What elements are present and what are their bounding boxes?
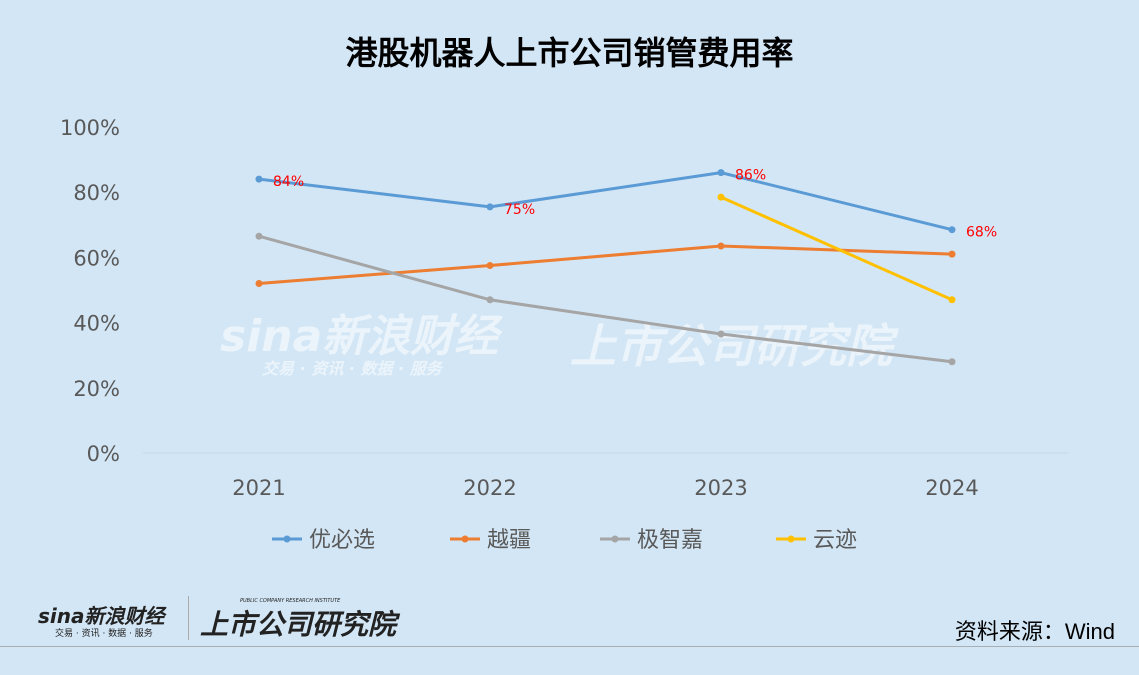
legend-label: 优必选 bbox=[309, 528, 375, 553]
series-line-0 bbox=[258, 171, 953, 232]
x-tick-label: 2023 bbox=[694, 476, 747, 500]
data-point bbox=[255, 175, 263, 183]
y-tick-label: 20% bbox=[73, 377, 120, 401]
data-label: 84% bbox=[273, 174, 304, 190]
watermark-institute: 上市公司研究院 bbox=[570, 319, 892, 373]
legend-marker bbox=[787, 535, 795, 543]
legend-label: 越疆 bbox=[487, 528, 531, 553]
y-tick-label: 40% bbox=[73, 312, 120, 336]
watermark-tagline: 交易 · 资讯 · 数据 · 服务 bbox=[262, 359, 442, 378]
chart-title: 港股机器人上市公司销管费用率 bbox=[345, 34, 794, 72]
y-tick-label: 100% bbox=[60, 116, 120, 140]
legend-marker bbox=[461, 535, 469, 543]
sina-logo: sina新浪财经 bbox=[38, 604, 165, 628]
x-tick-label: 2024 bbox=[925, 476, 978, 500]
institute-logo: 上市公司研究院 bbox=[200, 608, 397, 641]
data-point bbox=[948, 226, 956, 234]
line-chart: 0% 20% 40% 60% 80% 100% 2021 2022 2023 2024 84% 75%… bbox=[60, 116, 1068, 553]
footer-divider bbox=[0, 646, 1139, 647]
legend-marker bbox=[611, 535, 619, 543]
watermark-sina: sina新浪财经 bbox=[220, 311, 499, 362]
data-point bbox=[948, 296, 956, 304]
institute-logo-en: PUBLIC COMPANY RESEARCH INSTITUTE bbox=[240, 598, 341, 604]
data-point bbox=[486, 296, 494, 304]
data-point bbox=[948, 358, 956, 366]
data-point bbox=[717, 169, 725, 177]
data-point bbox=[255, 232, 263, 240]
data-point bbox=[717, 330, 725, 338]
data-label: 68% bbox=[966, 225, 997, 241]
legend-label: 极智嘉 bbox=[637, 528, 703, 553]
data-label: 75% bbox=[504, 202, 535, 218]
data-point bbox=[486, 203, 494, 211]
x-tick-label: 2021 bbox=[232, 476, 285, 500]
x-tick-label: 2022 bbox=[463, 476, 516, 500]
series-line-2 bbox=[258, 234, 953, 364]
source-note: 资料来源：Wind bbox=[954, 619, 1115, 644]
logo-divider bbox=[188, 596, 189, 640]
data-point bbox=[717, 242, 725, 250]
legend-marker bbox=[283, 535, 291, 543]
legend-label: 云迹 bbox=[813, 528, 857, 553]
data-point bbox=[255, 279, 263, 287]
data-point bbox=[948, 250, 956, 258]
data-label: 86% bbox=[735, 168, 766, 184]
y-tick-label: 80% bbox=[73, 181, 120, 205]
y-tick-label: 0% bbox=[87, 442, 120, 466]
series-line-3 bbox=[720, 195, 953, 302]
data-point bbox=[717, 193, 725, 201]
y-tick-label: 60% bbox=[73, 246, 120, 270]
data-point bbox=[486, 262, 494, 270]
sina-tagline: 交易 · 资讯 · 数据 · 服务 bbox=[55, 629, 153, 639]
